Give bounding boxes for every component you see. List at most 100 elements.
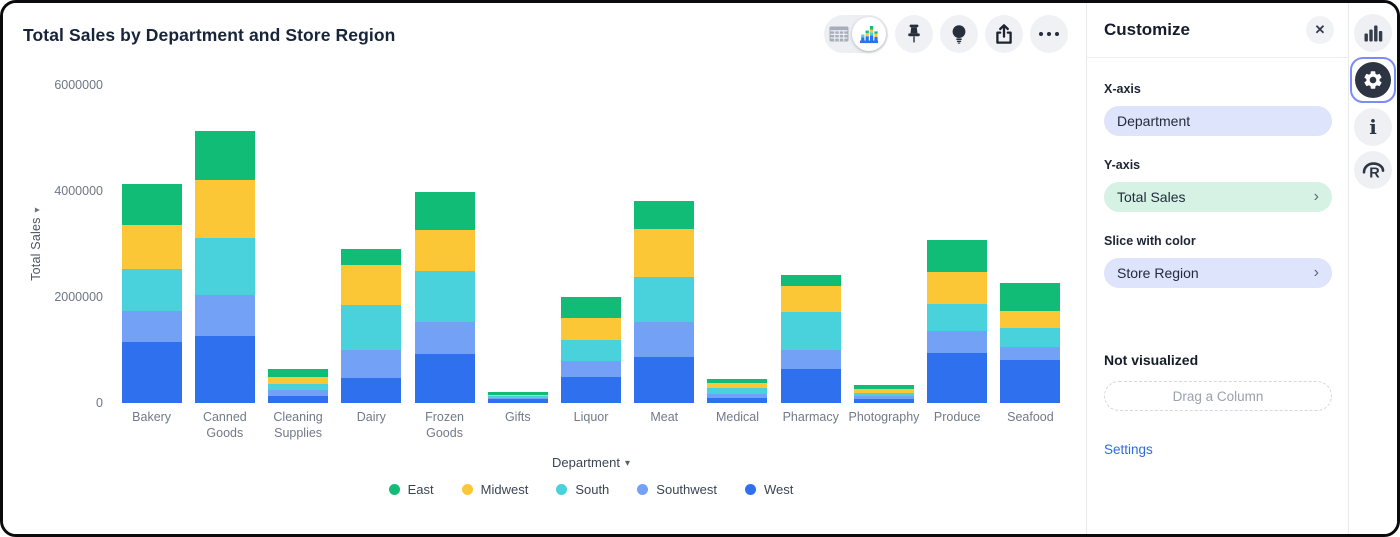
- bar-segment-south[interactable]: [268, 383, 329, 391]
- legend-item-east[interactable]: East: [388, 482, 434, 497]
- bar-segment-south[interactable]: [341, 305, 402, 350]
- bar-segment-midwest[interactable]: [853, 388, 914, 393]
- bar-segment-west[interactable]: [1000, 359, 1061, 403]
- bar-segment-south[interactable]: [780, 311, 841, 351]
- slice-column-pill[interactable]: Store Region ›: [1104, 258, 1332, 288]
- x-axis-title[interactable]: Department ▾: [552, 455, 630, 470]
- stacked-bar[interactable]: [634, 200, 695, 403]
- bar-segment-east[interactable]: [1000, 283, 1061, 311]
- bar-segment-west[interactable]: [780, 368, 841, 403]
- bar-segment-southwest[interactable]: [561, 361, 622, 377]
- legend-item-southwest[interactable]: Southwest: [637, 482, 717, 497]
- bar-segment-east[interactable]: [194, 130, 255, 181]
- close-panel-button[interactable]: ✕: [1306, 16, 1334, 44]
- bar-segment-southwest[interactable]: [927, 331, 988, 353]
- info-tab[interactable]: i: [1354, 108, 1392, 146]
- bar-segment-west[interactable]: [853, 399, 914, 403]
- bar-segment-east[interactable]: [341, 248, 402, 266]
- bar-segment-southwest[interactable]: [268, 390, 329, 396]
- bar-segment-south[interactable]: [1000, 328, 1061, 348]
- stacked-bar[interactable]: [487, 392, 548, 403]
- stacked-bar[interactable]: [853, 384, 914, 403]
- stacked-bar[interactable]: [341, 248, 402, 403]
- bar-segment-midwest[interactable]: [487, 394, 548, 397]
- legend-item-midwest[interactable]: Midwest: [461, 482, 528, 497]
- table-chart-toggle[interactable]: [824, 15, 888, 53]
- stacked-bar[interactable]: [561, 297, 622, 403]
- stacked-bar[interactable]: [927, 239, 988, 403]
- explain-button[interactable]: [940, 15, 978, 53]
- bar-segment-east[interactable]: [121, 183, 182, 225]
- x-axis-column-pill[interactable]: Department: [1104, 106, 1332, 136]
- bar-segment-west[interactable]: [268, 395, 329, 403]
- bar-segment-midwest[interactable]: [1000, 310, 1061, 329]
- chart-output-tab[interactable]: [1354, 14, 1392, 52]
- bar-segment-east[interactable]: [780, 275, 841, 286]
- bar-segment-south[interactable]: [121, 268, 182, 311]
- legend-item-west[interactable]: West: [745, 482, 793, 497]
- bar-segment-midwest[interactable]: [194, 180, 255, 238]
- bar-segment-east[interactable]: [268, 369, 329, 378]
- bar-segment-east[interactable]: [414, 192, 475, 230]
- chart-settings-tab-selected[interactable]: [1350, 57, 1396, 103]
- table-grid-icon[interactable]: [826, 17, 852, 51]
- legend-item-south[interactable]: South: [556, 482, 609, 497]
- bar-segment-southwest[interactable]: [1000, 347, 1061, 360]
- bar-segment-southwest[interactable]: [121, 310, 182, 342]
- bar-segment-midwest[interactable]: [121, 224, 182, 269]
- bar-segment-west[interactable]: [194, 336, 255, 403]
- bar-segment-midwest[interactable]: [634, 228, 695, 278]
- bar-segment-west[interactable]: [634, 357, 695, 403]
- settings-link[interactable]: Settings: [1104, 442, 1153, 457]
- bar-segment-south[interactable]: [487, 396, 548, 398]
- stacked-bar[interactable]: [780, 275, 841, 403]
- r-language-tab[interactable]: R: [1354, 151, 1392, 189]
- bar-segment-west[interactable]: [927, 352, 988, 403]
- bar-segment-east[interactable]: [561, 297, 622, 318]
- bar-segment-east[interactable]: [927, 239, 988, 272]
- bar-segment-south[interactable]: [927, 304, 988, 332]
- bar-segment-west[interactable]: [414, 354, 475, 403]
- bar-segment-east[interactable]: [487, 392, 548, 395]
- bar-segment-midwest[interactable]: [414, 229, 475, 271]
- bar-segment-southwest[interactable]: [414, 322, 475, 355]
- bar-segment-southwest[interactable]: [780, 350, 841, 369]
- stacked-bar[interactable]: [1000, 283, 1061, 403]
- bar-segment-midwest[interactable]: [561, 317, 622, 340]
- bar-segment-midwest[interactable]: [707, 383, 768, 389]
- bar-segment-south[interactable]: [414, 270, 475, 323]
- stacked-bar[interactable]: [121, 183, 182, 403]
- stacked-bar[interactable]: [194, 130, 255, 403]
- bar-segment-southwest[interactable]: [341, 349, 402, 379]
- chart-view-selected[interactable]: [852, 17, 886, 51]
- bar-segment-south[interactable]: [634, 277, 695, 323]
- bar-segment-west[interactable]: [341, 378, 402, 403]
- bar-segment-west[interactable]: [561, 376, 622, 403]
- bar-segment-south[interactable]: [194, 237, 255, 296]
- bar-segment-southwest[interactable]: [853, 396, 914, 400]
- bar-segment-southwest[interactable]: [707, 394, 768, 398]
- more-options-button[interactable]: [1030, 15, 1068, 53]
- bar-segment-west[interactable]: [121, 341, 182, 403]
- bar-segment-south[interactable]: [561, 339, 622, 362]
- stacked-bar[interactable]: [268, 369, 329, 403]
- pin-button[interactable]: [895, 15, 933, 53]
- bar-segment-southwest[interactable]: [194, 295, 255, 337]
- bar-segment-west[interactable]: [487, 399, 548, 403]
- stacked-bar[interactable]: [707, 378, 768, 403]
- bar-segment-southwest[interactable]: [487, 397, 548, 400]
- bar-segment-east[interactable]: [853, 384, 914, 389]
- bar-segment-west[interactable]: [707, 397, 768, 403]
- bar-segment-midwest[interactable]: [341, 265, 402, 306]
- bar-segment-south[interactable]: [853, 392, 914, 397]
- bar-segment-midwest[interactable]: [268, 377, 329, 384]
- bar-segment-southwest[interactable]: [634, 322, 695, 358]
- stacked-bar[interactable]: [414, 192, 475, 403]
- share-button[interactable]: [985, 15, 1023, 53]
- bar-segment-midwest[interactable]: [927, 271, 988, 305]
- bar-segment-midwest[interactable]: [780, 285, 841, 312]
- bar-segment-east[interactable]: [634, 200, 695, 229]
- drag-column-dropzone[interactable]: Drag a Column: [1104, 381, 1332, 411]
- bar-segment-south[interactable]: [707, 388, 768, 395]
- y-axis-title[interactable]: Total Sales▾: [29, 207, 43, 281]
